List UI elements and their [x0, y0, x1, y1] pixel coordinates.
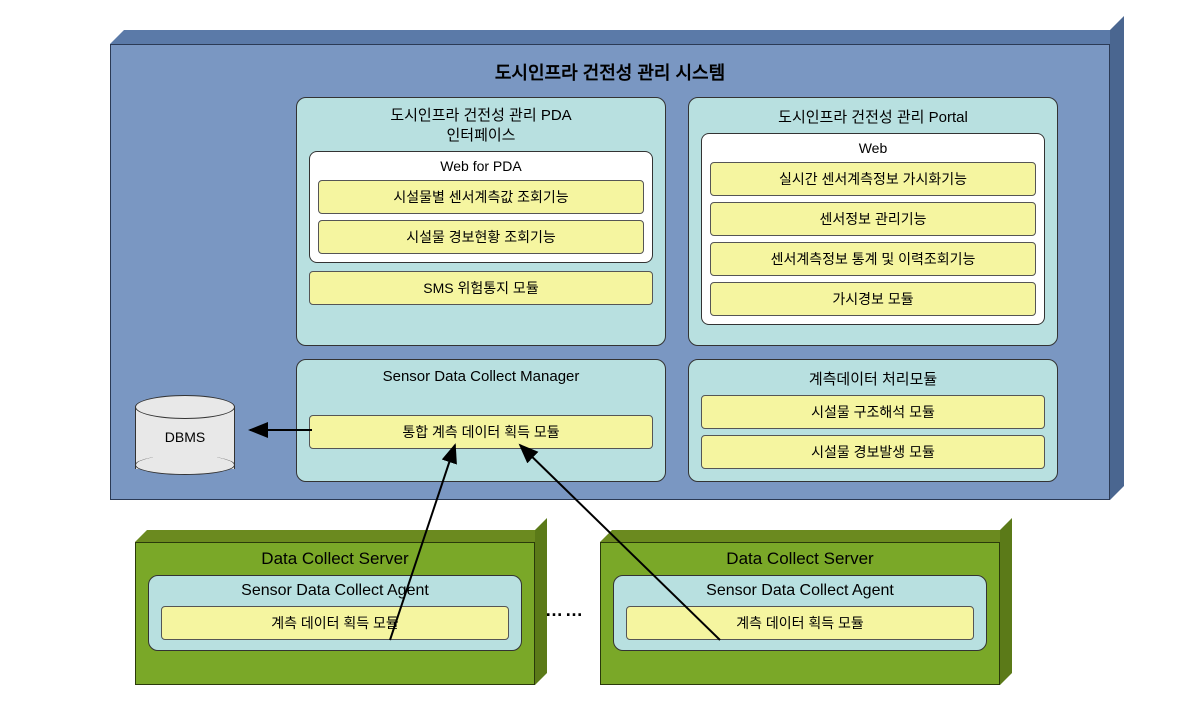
- server1-title: Data Collect Server: [148, 549, 522, 569]
- portal-item-visual-alarm: 가시경보 모듈: [710, 282, 1036, 316]
- main-system-3d-side: [1110, 16, 1124, 500]
- pda-title-line2: 인터페이스: [446, 127, 515, 144]
- portal-panel: 도시인프라 건전성 관리 Portal Web 실시간 센서계측정보 가시화기능…: [688, 97, 1058, 346]
- server2-face: Data Collect Server Sensor Data Collect …: [600, 542, 1000, 685]
- dbms-top: [135, 395, 235, 419]
- pda-panel-title: 도시인프라 건전성 관리 PDA 인터페이스: [309, 106, 653, 145]
- data-collect-server-1: Data Collect Server Sensor Data Collect …: [135, 530, 535, 685]
- main-system-block: 도시인프라 건전성 관리 시스템 도시인프라 건전성 관리 PDA 인터페이스 …: [110, 30, 1110, 500]
- server1-face: Data Collect Server Sensor Data Collect …: [135, 542, 535, 685]
- portal-item-stats-history: 센서계측정보 통계 및 이력조회기능: [710, 242, 1036, 276]
- server1-3d-top: [135, 530, 547, 542]
- main-system-face: 도시인프라 건전성 관리 시스템 도시인프라 건전성 관리 PDA 인터페이스 …: [110, 44, 1110, 500]
- main-system-title: 도시인프라 건전성 관리 시스템: [111, 45, 1109, 95]
- portal-web-group: Web 실시간 센서계측정보 가시화기능 센서정보 관리기능 센서계측정보 통계…: [701, 133, 1045, 325]
- dbms-bottom: [135, 455, 235, 475]
- server2-3d-top: [600, 530, 1012, 542]
- collect-manager-panel: Sensor Data Collect Manager 통합 계측 데이터 획득…: [296, 359, 666, 482]
- process-module-panel: 계측데이터 처리모듈 시설물 구조해석 모듈 시설물 경보발생 모듈: [688, 359, 1058, 482]
- server2-3d-side: [1000, 518, 1012, 685]
- collect-manager-title: Sensor Data Collect Manager: [309, 368, 653, 385]
- alarm-generate-module: 시설물 경보발생 모듈: [701, 435, 1045, 469]
- main-system-3d-top: [110, 30, 1124, 44]
- integrated-collect-module: 통합 계측 데이터 획득 모듈: [309, 415, 653, 449]
- server2-collect-module: 계측 데이터 획득 모듈: [626, 606, 974, 640]
- panels-row-2: Sensor Data Collect Manager 통합 계측 데이터 획득…: [296, 359, 1058, 482]
- server1-collect-module: 계측 데이터 획득 모듈: [161, 606, 509, 640]
- portal-panel-title: 도시인프라 건전성 관리 Portal: [701, 106, 1045, 127]
- server2-title: Data Collect Server: [613, 549, 987, 569]
- server2-agent-title: Sensor Data Collect Agent: [626, 582, 974, 600]
- server1-agent-panel: Sensor Data Collect Agent 계측 데이터 획득 모듈: [148, 575, 522, 651]
- pda-item-alarm-status: 시설물 경보현황 조회기능: [318, 220, 644, 254]
- web-for-pda-title: Web for PDA: [318, 158, 644, 174]
- data-collect-server-2: Data Collect Server Sensor Data Collect …: [600, 530, 1000, 685]
- server2-agent-panel: Sensor Data Collect Agent 계측 데이터 획득 모듈: [613, 575, 987, 651]
- portal-web-title: Web: [710, 140, 1036, 156]
- dbms-cylinder: DBMS: [135, 395, 235, 475]
- pda-panel: 도시인프라 건전성 관리 PDA 인터페이스 Web for PDA 시설물별 …: [296, 97, 666, 346]
- sms-risk-module: SMS 위험통지 모듈: [309, 271, 653, 305]
- server1-agent-title: Sensor Data Collect Agent: [161, 582, 509, 600]
- portal-item-sensor-mgmt: 센서정보 관리기능: [710, 202, 1036, 236]
- web-for-pda-group: Web for PDA 시설물별 센서계측값 조회기능 시설물 경보현황 조회기…: [309, 151, 653, 263]
- pda-title-line1: 도시인프라 건전성 관리 PDA: [390, 107, 571, 124]
- structure-analysis-module: 시설물 구조해석 모듈: [701, 395, 1045, 429]
- dbms-label: DBMS: [135, 429, 235, 445]
- process-module-title: 계측데이터 처리모듈: [701, 368, 1045, 389]
- pda-item-sensor-query: 시설물별 센서계측값 조회기능: [318, 180, 644, 214]
- panels-row-1: 도시인프라 건전성 관리 PDA 인터페이스 Web for PDA 시설물별 …: [296, 97, 1058, 346]
- portal-item-realtime-viz: 실시간 센서계측정보 가시화기능: [710, 162, 1036, 196]
- servers-ellipsis: ……: [545, 600, 585, 621]
